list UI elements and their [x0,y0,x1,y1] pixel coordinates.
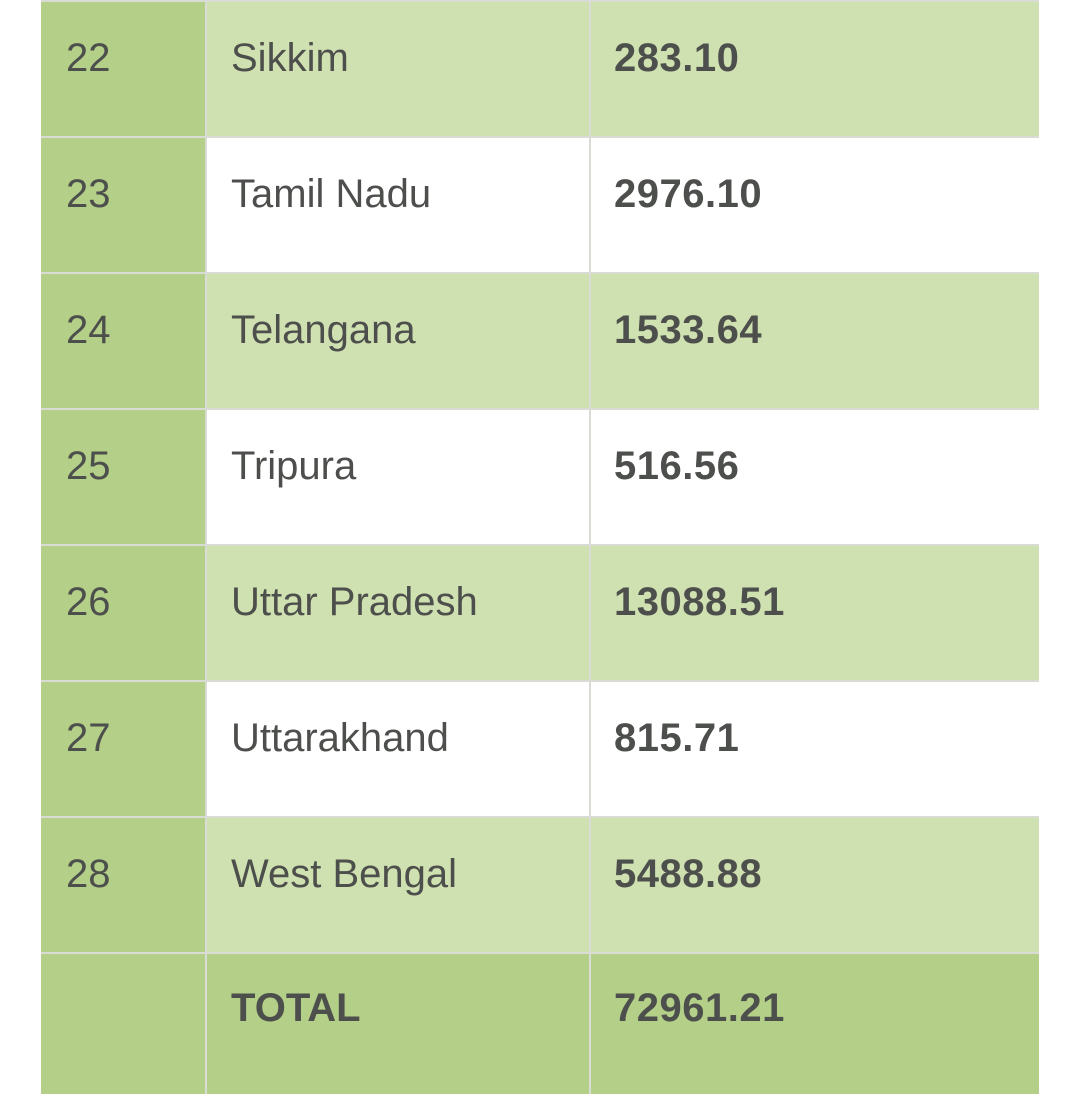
state-name-cell: Uttarakhand [207,682,591,816]
state-name-cell: Uttar Pradesh [207,546,591,680]
value-cell: 815.71 [591,682,1039,816]
value-cell: 283.10 [591,2,1039,136]
state-name-cell: Tripura [207,410,591,544]
table-row: 26 Uttar Pradesh 13088.51 [41,546,1039,682]
value-cell: 2976.10 [591,138,1039,272]
row-number-cell: 28 [41,818,207,952]
total-label: TOTAL [207,954,591,1094]
row-number-cell: 24 [41,274,207,408]
total-value: 72961.21 [591,954,1039,1094]
table-row: 27 Uttarakhand 815.71 [41,682,1039,818]
state-name-cell: West Bengal [207,818,591,952]
table-row: 25 Tripura 516.56 [41,410,1039,546]
value-cell: 516.56 [591,410,1039,544]
value-cell: 13088.51 [591,546,1039,680]
state-name-cell: Telangana [207,274,591,408]
row-number-cell: 26 [41,546,207,680]
row-number-cell: 27 [41,682,207,816]
state-name-cell: Sikkim [207,2,591,136]
total-number-cell [41,954,207,1094]
total-row: TOTAL 72961.21 [41,954,1039,1094]
value-cell: 1533.64 [591,274,1039,408]
row-number-cell: 23 [41,138,207,272]
table-row: 28 West Bengal 5488.88 [41,818,1039,954]
table-row: 23 Tamil Nadu 2976.10 [41,138,1039,274]
row-number-cell: 22 [41,2,207,136]
table-row: 24 Telangana 1533.64 [41,274,1039,410]
value-cell: 5488.88 [591,818,1039,952]
data-table: 22 Sikkim 283.10 23 Tamil Nadu 2976.10 2… [41,0,1039,1094]
state-name-cell: Tamil Nadu [207,138,591,272]
row-number-cell: 25 [41,410,207,544]
table-row: 22 Sikkim 283.10 [41,2,1039,138]
